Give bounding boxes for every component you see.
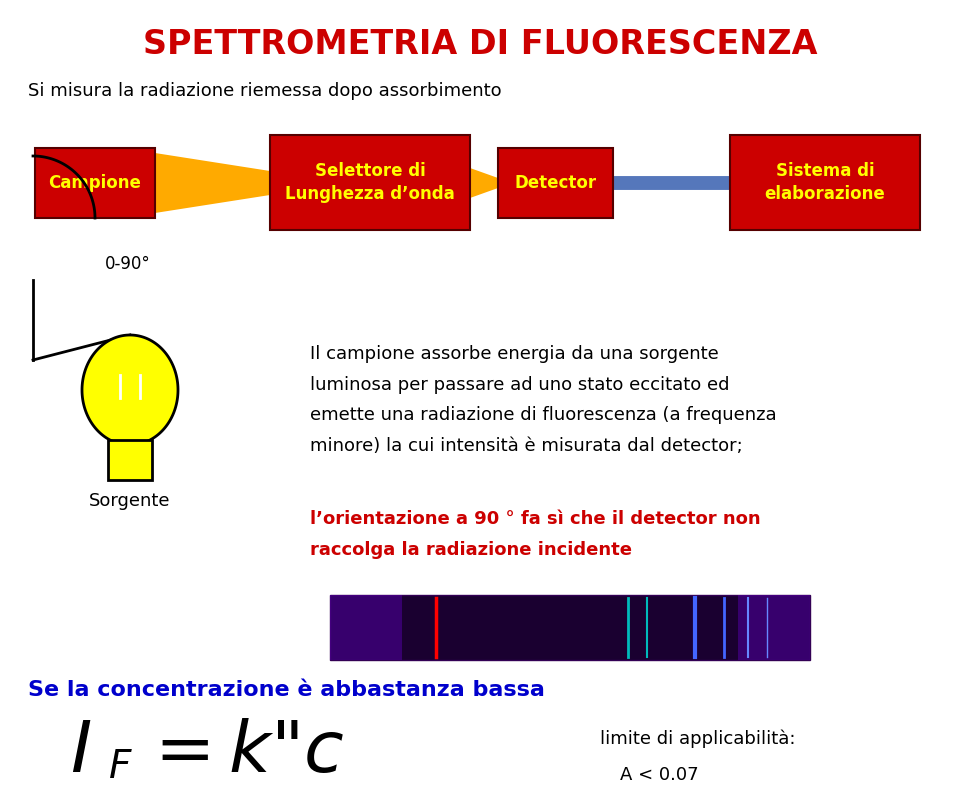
Text: SPETTROMETRIA DI FLUORESCENZA: SPETTROMETRIA DI FLUORESCENZA: [143, 28, 817, 61]
Bar: [35, 148, 155, 218]
Text: $= \mathit{k}$"$\mathit{c}$: $= \mathit{k}$"$\mathit{c}$: [140, 718, 345, 787]
Bar: [270, 135, 470, 230]
Bar: [730, 135, 920, 230]
Polygon shape: [470, 168, 498, 198]
Bar: [330, 595, 402, 660]
Text: Se la concentrazione è abbastanza bassa: Se la concentrazione è abbastanza bassa: [28, 680, 545, 700]
Text: Il campione assorbe energia da una sorgente
luminosa per passare ad uno stato ec: Il campione assorbe energia da una sorge…: [310, 345, 777, 455]
Text: 0-90°: 0-90°: [105, 255, 151, 273]
Text: Sistema di
elaborazione: Sistema di elaborazione: [764, 162, 885, 204]
Bar: [330, 595, 810, 660]
Text: Detector: Detector: [515, 174, 596, 192]
Polygon shape: [155, 153, 270, 213]
Text: Campione: Campione: [49, 174, 141, 192]
Bar: [498, 148, 613, 218]
Text: Si misura la radiazione riemessa dopo assorbimento: Si misura la radiazione riemessa dopo as…: [28, 82, 502, 100]
Text: $\mathit{F}$: $\mathit{F}$: [108, 748, 132, 786]
Polygon shape: [82, 335, 178, 445]
Text: limite di applicabilità:: limite di applicabilità:: [600, 730, 796, 748]
Text: Selettore di
Lunghezza d’onda: Selettore di Lunghezza d’onda: [285, 162, 455, 204]
Text: $\mathit{I}$: $\mathit{I}$: [70, 718, 91, 787]
Bar: [738, 595, 810, 660]
Text: A < 0.07: A < 0.07: [620, 766, 699, 784]
Bar: [108, 440, 152, 480]
Text: l’orientazione a 90 ° fa sì che il detector non
raccolga la radiazione incidente: l’orientazione a 90 ° fa sì che il detec…: [310, 510, 760, 558]
Text: Sorgente: Sorgente: [89, 492, 171, 510]
